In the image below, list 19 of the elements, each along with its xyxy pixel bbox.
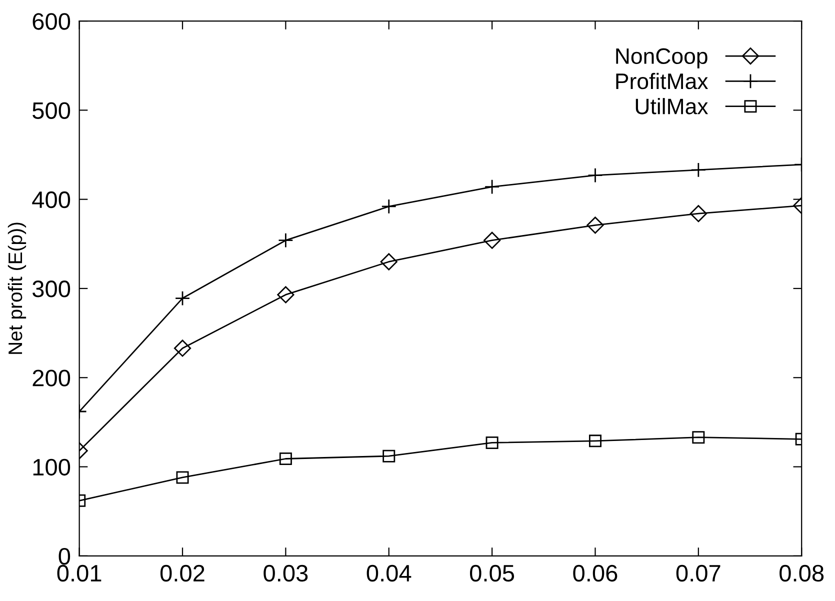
x-tick-label: 0.01 xyxy=(57,564,102,582)
legend-label: ProfitMax xyxy=(616,72,708,90)
x-tick-label: 0.04 xyxy=(366,564,412,582)
legend-label: NonCoop xyxy=(616,48,708,68)
legend-label: UtilMax xyxy=(636,98,708,114)
y-tick-label: 600 xyxy=(32,13,70,30)
y-tick-label: 0 xyxy=(58,548,70,565)
x-tick-label: 0.06 xyxy=(573,564,618,582)
y-axis-title: Net profit (E(p)) xyxy=(8,222,26,354)
x-tick-label: 0.05 xyxy=(470,564,514,582)
x-tick-label: 0.03 xyxy=(264,564,308,582)
x-tick-label: 0.02 xyxy=(160,564,204,582)
y-tick-label: 400 xyxy=(32,191,70,208)
y-tick-label: 500 xyxy=(32,102,70,119)
y-tick-label: 200 xyxy=(32,370,70,386)
y-tick-label: 100 xyxy=(33,458,70,476)
x-tick-label: 0.08 xyxy=(780,564,824,582)
x-tick-label: 0.07 xyxy=(676,564,720,582)
y-tick-label: 300 xyxy=(32,280,70,298)
